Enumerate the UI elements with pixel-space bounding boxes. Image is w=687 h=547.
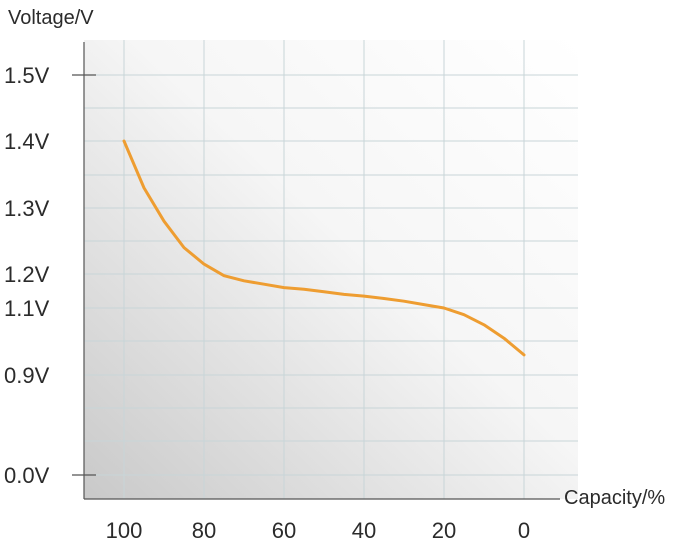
y-tick-label: 0.0V: [4, 463, 50, 488]
y-tick-label: 1.5V: [4, 63, 50, 88]
y-tick-label: 0.9V: [4, 363, 50, 388]
y-tick-labels: 1.5V 1.4V 1.3V 1.2V 1.1V 0.9V 0.0V: [4, 63, 50, 488]
series-layer: [122, 139, 526, 357]
y-tick-label: 1.2V: [4, 262, 50, 287]
x-tick-label: 100: [106, 518, 143, 543]
series-line: [122, 139, 526, 357]
x-tick-label: 40: [352, 518, 376, 543]
y-tick-label: 1.4V: [4, 129, 50, 154]
x-tick-labels: 100 80 60 40 20 0: [106, 518, 530, 543]
axes: [72, 42, 560, 500]
grid-lines: [84, 40, 578, 499]
plot-background: [84, 40, 578, 499]
x-tick-label: 60: [272, 518, 296, 543]
y-tick-label: 1.1V: [4, 296, 50, 321]
y-tick-label: 1.3V: [4, 196, 50, 221]
x-axis-title: Capacity/%: [564, 487, 665, 509]
x-tick-label: 20: [432, 518, 456, 543]
x-tick-label: 80: [192, 518, 216, 543]
y-axis-title: Voltage/V: [8, 7, 94, 29]
x-tick-label: 0: [518, 518, 530, 543]
